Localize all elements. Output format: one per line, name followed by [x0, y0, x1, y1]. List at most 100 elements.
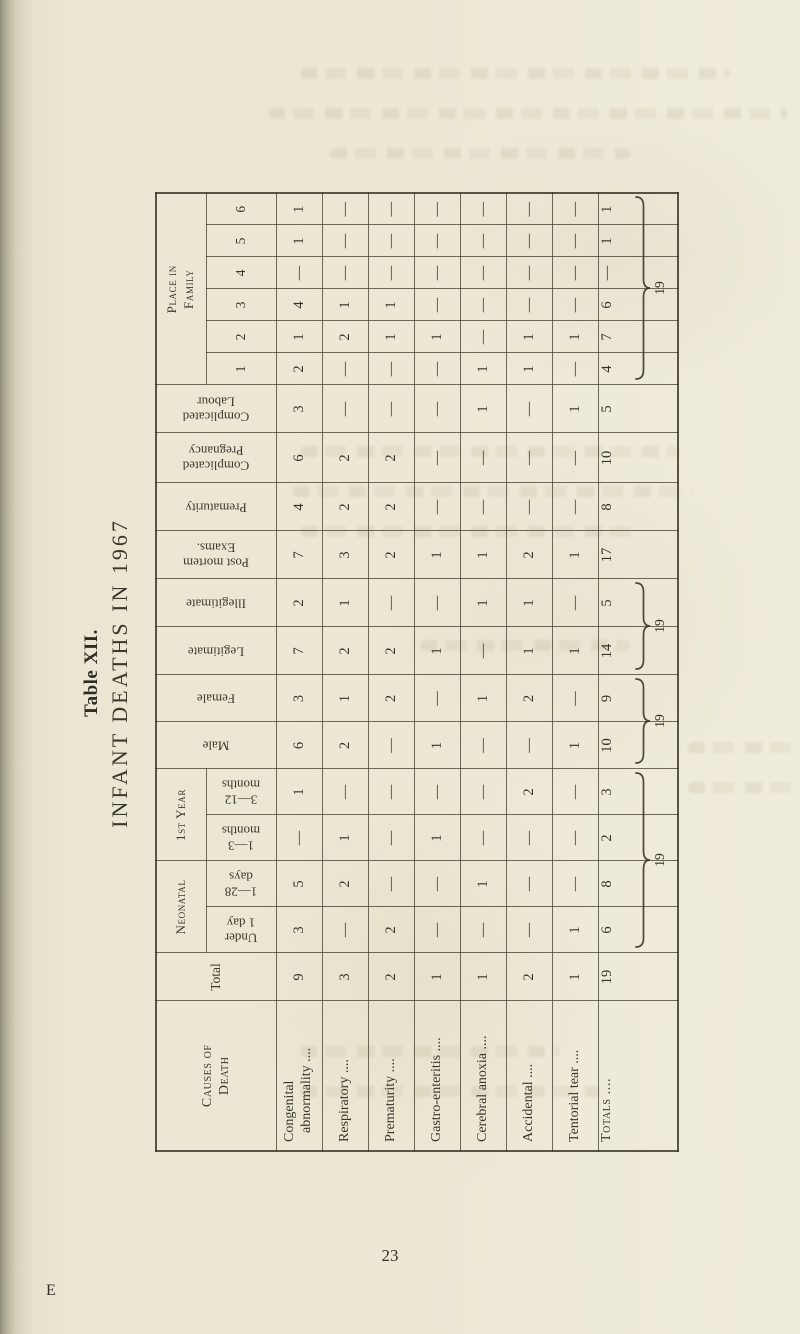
data-cell: —: [460, 722, 506, 769]
table-row: Accidental .... 2— — —2—2 1 1 2— — —1 1— — — —: [506, 193, 552, 1151]
data-cell: —: [460, 257, 506, 289]
data-cell: —: [460, 907, 506, 953]
infant-deaths-table-wrap: Causes of Death Total Neonatal 1st Year Male F…: [155, 192, 679, 1152]
data-cell: 1: [322, 289, 368, 321]
data-cell: 1: [322, 675, 368, 722]
data-cell: 1: [368, 289, 414, 321]
data-cell: 3: [322, 953, 368, 1001]
data-cell: 1: [414, 815, 460, 861]
data-cell: 5: [276, 861, 322, 907]
data-cell: 1: [460, 353, 506, 385]
data-cell: 1: [414, 627, 460, 675]
table-title-heading: INFANT DEATHS IN 1967: [107, 518, 132, 828]
data-cell: 2: [276, 353, 322, 385]
data-cell: 2: [368, 483, 414, 531]
data-cell: —: [506, 483, 552, 531]
data-cell: —: [414, 385, 460, 433]
column-header-vertical: Post mortem Exams.: [156, 531, 276, 579]
column-header-vertical: Prematurity: [156, 483, 276, 531]
column-header-label: Legitimate: [188, 644, 245, 660]
totals-brace: [635, 772, 651, 948]
data-cell: 2: [506, 531, 552, 579]
data-cell: 2: [506, 675, 552, 722]
data-cell: 1: [460, 861, 506, 907]
data-cell: 1: [414, 722, 460, 769]
data-cell: 1: [506, 627, 552, 675]
data-cell: 3: [276, 675, 322, 722]
rotated-table-container: Table XII. INFANT DEATHS IN 1967 Causes …: [81, 192, 681, 1152]
data-cell: 2: [368, 627, 414, 675]
data-cell: 2: [322, 433, 368, 483]
data-cell: —: [506, 433, 552, 483]
data-cell: —: [322, 225, 368, 257]
data-cell: —: [322, 353, 368, 385]
data-cell: 6: [276, 433, 322, 483]
table-title-label: Table XII.: [81, 629, 102, 717]
data-cell: —: [322, 769, 368, 815]
data-cell: —: [460, 289, 506, 321]
data-cell: —: [276, 257, 322, 289]
data-cell: —: [368, 193, 414, 225]
data-cell: —: [414, 769, 460, 815]
row-label: Prematurity ....: [368, 1001, 414, 1151]
data-cell: 1: [414, 531, 460, 579]
column-header-label: Complicated Labour: [183, 395, 250, 425]
row-label: Accidental ....: [506, 1001, 552, 1151]
data-cell: 7: [276, 627, 322, 675]
column-header-label: Complicated Pregnancy: [183, 444, 250, 474]
data-cell: —: [552, 861, 598, 907]
data-cell: —: [552, 353, 598, 385]
data-cell: —: [552, 579, 598, 627]
group-header: 1st Year: [156, 769, 206, 861]
totals-data-cell: 19: [598, 953, 678, 1001]
data-cell: 2: [368, 907, 414, 953]
data-cell: 1: [460, 953, 506, 1001]
data-cell: 1: [506, 579, 552, 627]
bleed-through-smudge: [300, 1046, 560, 1057]
row-label: Congenital abnormality ....: [276, 1001, 322, 1151]
data-cell: —: [368, 385, 414, 433]
data-cell: 1: [322, 815, 368, 861]
page-number: 23: [381, 1246, 399, 1265]
column-header-vertical: Complicated Pregnancy: [156, 433, 276, 483]
sub-column-header: 1—3 months: [206, 815, 276, 861]
data-cell: —: [368, 815, 414, 861]
data-cell: 9: [276, 953, 322, 1001]
totals-brace: [635, 582, 651, 670]
data-cell: 1: [460, 385, 506, 433]
data-cell: 7: [276, 531, 322, 579]
data-cell: —: [506, 907, 552, 953]
sub-column-header: 1—28 days: [206, 861, 276, 907]
table-row: Gastro-enteritis .... 1— —1—1—1—1— — — —1— — — —: [414, 193, 460, 1151]
totals-data-cell: 10: [598, 433, 678, 483]
data-cell: —: [506, 722, 552, 769]
column-header-vertical: Male: [156, 722, 276, 769]
data-cell: 1: [460, 579, 506, 627]
bleed-through-smudge: [688, 782, 792, 793]
data-cell: —: [460, 483, 506, 531]
data-cell: —: [552, 675, 598, 722]
data-cell: —: [506, 861, 552, 907]
brace-group-total: 19: [652, 714, 667, 728]
data-cell: —: [414, 257, 460, 289]
corner-header-causes-of-death: Causes of Death: [156, 1001, 276, 1151]
data-cell: —: [368, 257, 414, 289]
data-cell: —: [322, 385, 368, 433]
row-label: Respiratory ....: [322, 1001, 368, 1151]
sub-column-header-label: 3—12 months: [221, 778, 261, 808]
data-cell: 3: [322, 531, 368, 579]
place-digit-header: 6: [206, 193, 276, 225]
data-cell: 1: [552, 953, 598, 1001]
data-cell: —: [506, 385, 552, 433]
sub-column-header-label: Under 1 day: [224, 916, 258, 946]
brace-group-total: 19: [652, 281, 667, 295]
bleed-through-smudge: [300, 68, 730, 79]
bleed-through-smudge: [292, 486, 692, 497]
column-header-label: Illegitimate: [186, 596, 247, 612]
table-row: Congenital abnormality .... 9 3 5—1 6 3 7 2 7 4 6 3 2…: [276, 193, 322, 1151]
table-row: Cerebral anoxia .... 1—1— — —1—1 1— —1 1— — — — —: [460, 193, 506, 1151]
place-digit-header: 1: [206, 353, 276, 385]
data-cell: 2: [322, 627, 368, 675]
data-cell: —: [552, 289, 598, 321]
data-cell: —: [322, 193, 368, 225]
